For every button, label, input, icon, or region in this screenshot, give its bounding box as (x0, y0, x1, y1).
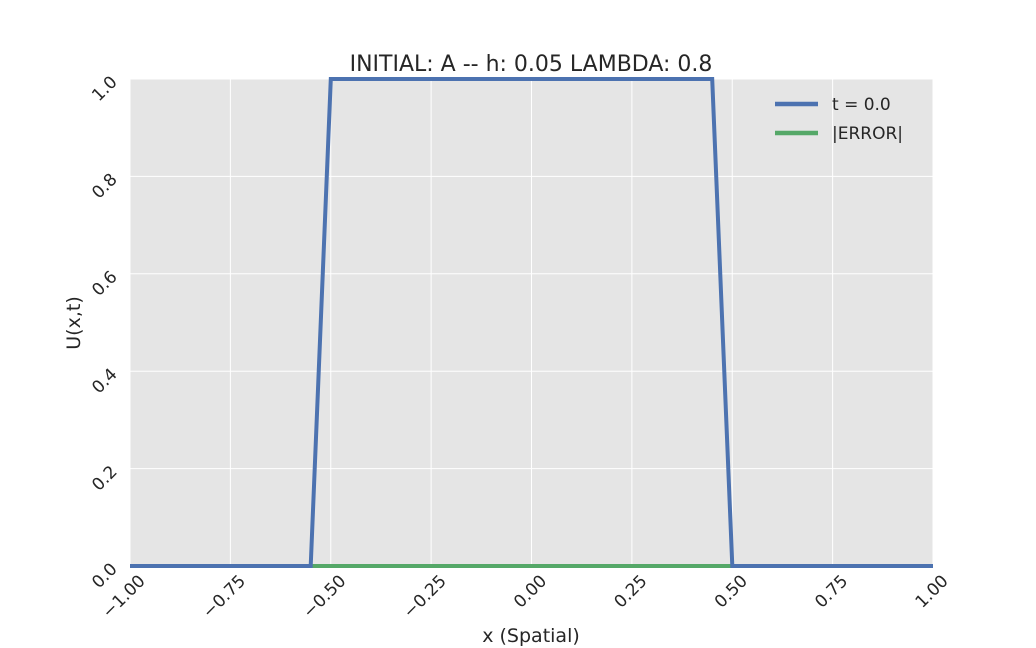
y-tick-label: 0.6 (88, 267, 121, 300)
x-tick-label: 0.75 (811, 571, 852, 612)
y-axis-label: U(x,t) (63, 296, 85, 349)
y-tick-label: 0.0 (88, 559, 121, 592)
x-tick-label: 1.00 (912, 571, 953, 612)
y-tick-label: 0.8 (88, 170, 121, 203)
y-tick-label: 1.0 (88, 72, 121, 105)
x-tick-label: 0.25 (610, 571, 651, 612)
chart-title: INITIAL: A -- h: 0.05 LAMBDA: 0.8 (350, 52, 713, 77)
x-tick-labels: −1.00 −0.75 −0.50 −0.25 0.00 0.25 0.50 0.75 1.00 (99, 571, 953, 622)
y-tick-label: 0.4 (88, 365, 121, 398)
series-line-t0 (130, 77, 933, 568)
x-axis-label: x (Spatial) (482, 625, 580, 647)
legend-label-error: |ERROR| (832, 124, 903, 144)
x-tick-label: 0.00 (510, 571, 551, 612)
x-tick-label: 0.50 (711, 571, 752, 612)
y-tick-label: 0.2 (88, 462, 121, 495)
x-tick-label: −0.75 (199, 571, 250, 622)
x-tick-label: −0.50 (299, 571, 350, 622)
series-layer (130, 77, 933, 568)
x-tick-label: −0.25 (400, 571, 451, 622)
legend-label-t0: t = 0.0 (832, 95, 891, 115)
y-tick-labels: 0.0 0.2 0.4 0.6 0.8 1.0 (88, 72, 121, 592)
legend: t = 0.0 |ERROR| (775, 95, 903, 144)
